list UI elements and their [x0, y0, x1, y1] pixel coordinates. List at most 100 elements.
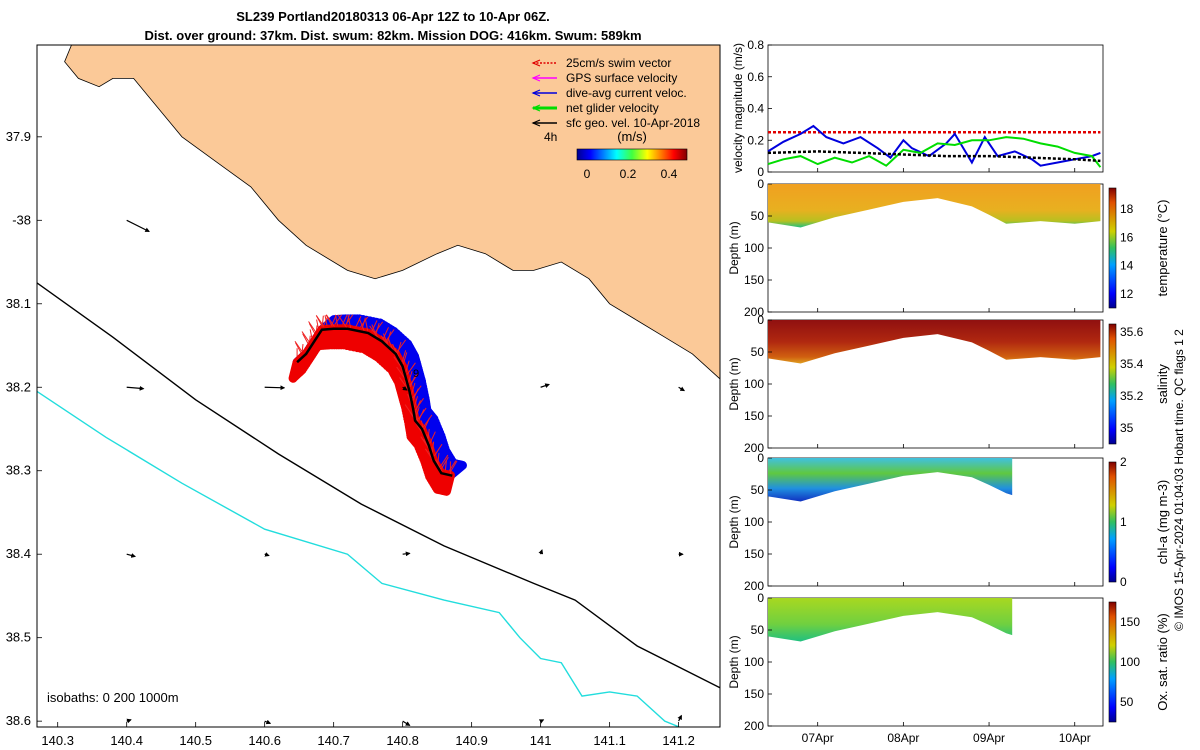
section-y-tick-label: 150: [744, 273, 764, 287]
colorbar-tick-label: 12: [1120, 287, 1134, 301]
velocity-y-axis: 0 0.2 0.4 0.6 0.8: [747, 38, 772, 179]
map-x-tick-label: 140.6: [248, 733, 281, 748]
salinity-section: 0 50 100 150 200 Depth (m) 35 35.2 35.4 35.6 salin…: [727, 313, 1170, 455]
geo-velocity-arrow: [264, 385, 286, 391]
colorbar-gradient: [576, 148, 688, 161]
velocity-series: [767, 124, 1102, 168]
section-y-tick-label: 200: [744, 579, 764, 593]
velocity-y-tick-label: 0.2: [747, 133, 764, 147]
colorbar-tick-label: 35.6: [1120, 325, 1144, 339]
section-y-tick-label: 0: [757, 591, 764, 605]
geo-velocity-arrow: [677, 714, 682, 722]
time-axis: 07Apr 08Apr 09Apr 10Apr: [802, 168, 1091, 745]
section-y-tick-label: 150: [744, 687, 764, 701]
geo-velocity-arrow: [126, 718, 132, 724]
colorbar-tick-2: 0.4: [661, 167, 678, 181]
colorbar-tick-label: 0: [1120, 575, 1127, 589]
section-y-tick-label: 50: [751, 209, 765, 223]
swim-vector-tip: [432, 443, 443, 459]
colorbar-tick-label: 50: [1120, 695, 1134, 709]
map-y-tick-label: 38.2: [6, 379, 31, 394]
colorbar-tick-label: 14: [1120, 259, 1134, 273]
geo-velocity-arrow: [264, 552, 270, 557]
swim-vector-tip: [364, 318, 369, 334]
temperature-section: 0 50 100 150 200 Depth (m) 12 14 16 18 temperature…: [727, 177, 1170, 319]
section-y-tick-label: 100: [744, 655, 764, 669]
geo-velocity-arrow: [678, 386, 686, 392]
velocity-y-tick-label: 0: [757, 165, 764, 179]
swim-vector-tip: [422, 417, 431, 432]
time-tick-label: 07Apr: [802, 731, 834, 745]
colorbar-tick-label: 35.2: [1120, 389, 1144, 403]
colorbar-unit-label: (m/s): [617, 129, 647, 144]
legend-arrowhead: [531, 89, 541, 97]
section-ylabel: Depth (m): [727, 635, 741, 688]
copyright-note: © IMOS 15-Apr-2024 01:04:03 Hobart time.…: [1172, 329, 1186, 631]
title-line-2: Dist. over ground: 37km. Dist. swum: 82k…: [144, 28, 641, 43]
section-data-fill: [768, 184, 1101, 228]
geo-velocity-arrow: [402, 385, 408, 391]
geo-velocity-arrow: [540, 383, 550, 388]
track-map: 9 140.3 140.4 140.5 140.6 140.7 140.8 140.9 141…: [6, 44, 721, 748]
glider-track: [296, 327, 453, 477]
isobath-1000m: [37, 390, 682, 727]
legend-arrowhead: [531, 59, 541, 67]
section-y-tick-label: 50: [751, 483, 765, 497]
map-x-tick-label: 141: [530, 733, 552, 748]
chla-section: 0 50 100 150 200 Depth (m) 0 1 2 chl-a (mg m-3): [727, 451, 1170, 593]
section-ylabel: Depth (m): [727, 357, 741, 410]
section-ylabel: Depth (m): [727, 221, 741, 274]
swim-vector-tip: [358, 318, 366, 333]
section-colorbar: [1108, 601, 1117, 723]
section-colorbar: [1108, 187, 1117, 309]
isobath-legend: isobaths: 0 200 1000m: [47, 690, 179, 705]
section-data-fill: [768, 598, 1013, 642]
velocity-plot-frame: [767, 44, 1104, 173]
velocity-y-tick-label: 0.4: [747, 102, 764, 116]
map-y-tick-label: 37.9: [6, 129, 31, 144]
map-x-axis: 140.3 140.4 140.5 140.6 140.7 140.8 140.9 141 14…: [41, 722, 695, 748]
section-y-tick-label: 100: [744, 241, 764, 255]
velocity-y-tick-label: 0.6: [747, 70, 764, 84]
velocity-series-line: [767, 124, 1101, 167]
velocity-series-line: [767, 150, 1101, 163]
swim-vector-tip: [337, 314, 348, 330]
geo-velocity-arrow: [126, 219, 150, 233]
section-y-tick-label: 0: [757, 451, 764, 465]
legend-label: net glider velocity: [566, 101, 659, 115]
legend-arrowhead: [531, 104, 541, 112]
section-y-tick-label: 150: [744, 547, 764, 561]
geo-velocity-arrow: [126, 385, 145, 391]
legend-label: dive-avg current veloc.: [566, 86, 687, 100]
section-y-tick-label: 0: [757, 313, 764, 327]
coastline-land: [64, 45, 720, 380]
velocity-series-line: [767, 136, 1102, 168]
map-x-tick-label: 140.7: [317, 733, 350, 748]
swim-vector-tip: [411, 388, 419, 403]
map-y-tick-label: 38.1: [6, 296, 31, 311]
colorbar-label: chl-a (mg m-3): [1155, 480, 1170, 565]
section-y-tick-label: 50: [751, 345, 765, 359]
legend-arrowhead: [531, 119, 541, 127]
swim-vector-tip: [405, 362, 416, 378]
colorbar-tick-label: 35.4: [1120, 357, 1144, 371]
geo-velocity-arrow: [402, 551, 411, 557]
section-y-tick-label: 100: [744, 515, 764, 529]
colorbar-tick-label: 2: [1120, 455, 1127, 469]
legend-arrowhead: [531, 74, 541, 82]
colorbar-label: salinity: [1155, 364, 1170, 404]
map-y-tick-label: 38.5: [6, 630, 31, 645]
title-line-1: SL239 Portland20180313 06-Apr 12Z to 10-…: [236, 9, 550, 24]
legend-label: GPS surface velocity: [566, 71, 677, 85]
map-y-tick-label: 38.6: [6, 713, 31, 728]
map-y-tick-label: 38.3: [6, 463, 31, 478]
geo-velocity-arrow: [538, 549, 544, 555]
section-data-fill: [768, 458, 1013, 502]
oxygen-section: 0 50 100 150 200 Depth (m) 50 100 150 Ox. sat. ra…: [727, 591, 1170, 733]
colorbar-tick-label: 100: [1120, 655, 1140, 669]
map-x-tick-label: 141.1: [593, 733, 626, 748]
map-y-tick-label: 38.4: [6, 546, 31, 561]
